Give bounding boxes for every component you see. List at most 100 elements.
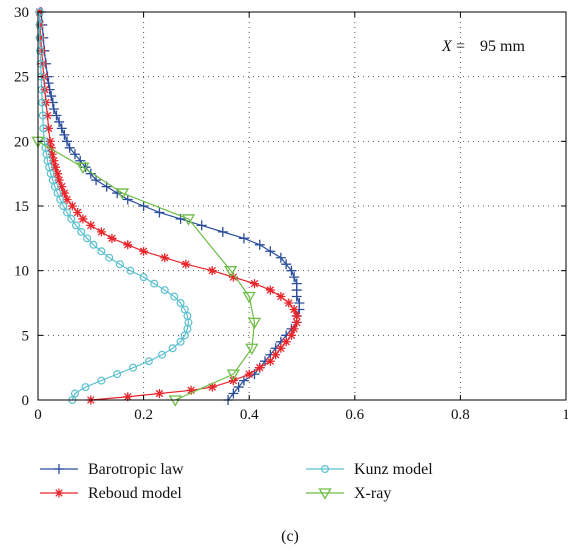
data-point-triangle <box>168 395 182 407</box>
data-point-circle <box>113 370 122 379</box>
data-point-circle <box>77 227 86 236</box>
series-line <box>40 11 300 401</box>
data-point-star <box>37 46 47 56</box>
data-point-plus <box>217 226 228 237</box>
y-tick-label: 25 <box>14 70 29 86</box>
data-point-star <box>73 207 83 217</box>
data-point-star <box>43 110 53 120</box>
data-point-circle <box>115 260 124 269</box>
data-point-triangle <box>181 214 196 226</box>
legend-label: Barotropic law <box>88 461 184 478</box>
data-point-plus <box>265 246 276 257</box>
data-point-star <box>271 350 281 360</box>
data-point-circle <box>170 292 179 301</box>
x-tick-label: 0.8 <box>451 407 470 423</box>
data-point-circle <box>59 202 68 211</box>
legend-item-kunz-model: Kunz model <box>306 461 433 478</box>
data-point-plus <box>56 123 67 134</box>
data-point-star <box>276 292 286 302</box>
x-tick-label: 1 <box>562 407 568 423</box>
data-point-triangle <box>242 291 256 304</box>
data-point-circle <box>72 221 81 230</box>
data-point-star <box>67 201 77 211</box>
data-point-star <box>286 330 296 340</box>
data-point-circle <box>126 266 135 275</box>
figure-caption: (c) <box>281 528 299 545</box>
legend-item-x-ray: X-ray <box>306 485 391 502</box>
data-point-star <box>244 369 254 379</box>
data-point-star <box>49 156 59 166</box>
x-tick-label: 0.4 <box>240 407 259 423</box>
data-point-circle <box>97 376 106 385</box>
annotation-x-value: X = 95 mm <box>441 38 525 55</box>
annotation-value: 95 mm <box>480 38 525 55</box>
data-point-plus <box>64 142 75 153</box>
data-point-star <box>265 356 275 366</box>
data-point-triangle <box>318 488 332 500</box>
data-point-plus <box>291 278 302 289</box>
data-point-circle <box>180 305 189 314</box>
data-point-circle <box>321 465 330 474</box>
data-point-star <box>96 227 106 237</box>
data-point-circle <box>39 124 48 133</box>
data-point-circle <box>180 331 189 340</box>
series-x-ray <box>31 136 262 407</box>
data-point-star <box>47 149 57 159</box>
grid-lines <box>38 12 566 400</box>
data-point-triangle <box>76 162 90 174</box>
data-point-plus <box>238 375 249 386</box>
data-point-star <box>36 33 46 43</box>
y-tick-label: 20 <box>14 134 29 150</box>
data-point-star <box>39 72 49 82</box>
data-point-circle <box>70 389 79 398</box>
series-layer <box>31 7 305 407</box>
data-point-circle <box>67 214 76 223</box>
x-tick-label: 0 <box>34 407 42 423</box>
data-point-star <box>44 123 54 133</box>
series-line <box>38 12 190 401</box>
data-point-star <box>228 272 238 282</box>
data-point-star <box>139 246 149 256</box>
data-point-star <box>181 259 191 269</box>
data-point-circle <box>168 344 177 353</box>
data-point-circle <box>83 234 92 243</box>
data-point-star <box>160 253 170 263</box>
x-tick-label: 0.2 <box>134 407 153 423</box>
data-point-star <box>207 382 217 392</box>
data-point-star <box>45 136 55 146</box>
data-point-circle <box>38 98 47 107</box>
data-point-plus <box>122 194 133 205</box>
y-tick-label: 15 <box>14 199 29 215</box>
data-point-circle <box>38 111 47 120</box>
series-line <box>37 140 256 401</box>
data-point-plus <box>43 78 54 89</box>
data-point-plus <box>62 136 73 147</box>
data-point-circle <box>35 20 44 29</box>
data-point-star <box>53 169 63 179</box>
data-point-star <box>54 488 64 498</box>
data-point-plus <box>54 116 65 127</box>
data-point-plus <box>54 464 64 474</box>
legend-item-reboud-model: Reboud model <box>40 485 182 502</box>
data-point-star <box>123 240 133 250</box>
data-point-star <box>38 59 48 69</box>
data-point-plus <box>275 252 286 263</box>
data-point-star <box>276 343 286 353</box>
data-point-plus <box>294 298 305 308</box>
data-point-triangle <box>115 188 130 200</box>
data-point-circle <box>158 350 167 359</box>
data-point-circle <box>160 286 169 295</box>
data-point-triangle <box>245 343 259 356</box>
y-tick-label: 10 <box>14 264 29 280</box>
data-point-star <box>265 285 275 295</box>
data-point-star <box>46 143 56 153</box>
data-point-star <box>123 392 133 402</box>
data-point-circle <box>176 337 185 346</box>
annotation-variable: X <box>441 38 453 55</box>
data-point-triangle <box>247 317 262 330</box>
legend-label: Kunz model <box>354 461 433 478</box>
data-point-star <box>289 304 299 314</box>
data-point-plus <box>154 207 165 218</box>
